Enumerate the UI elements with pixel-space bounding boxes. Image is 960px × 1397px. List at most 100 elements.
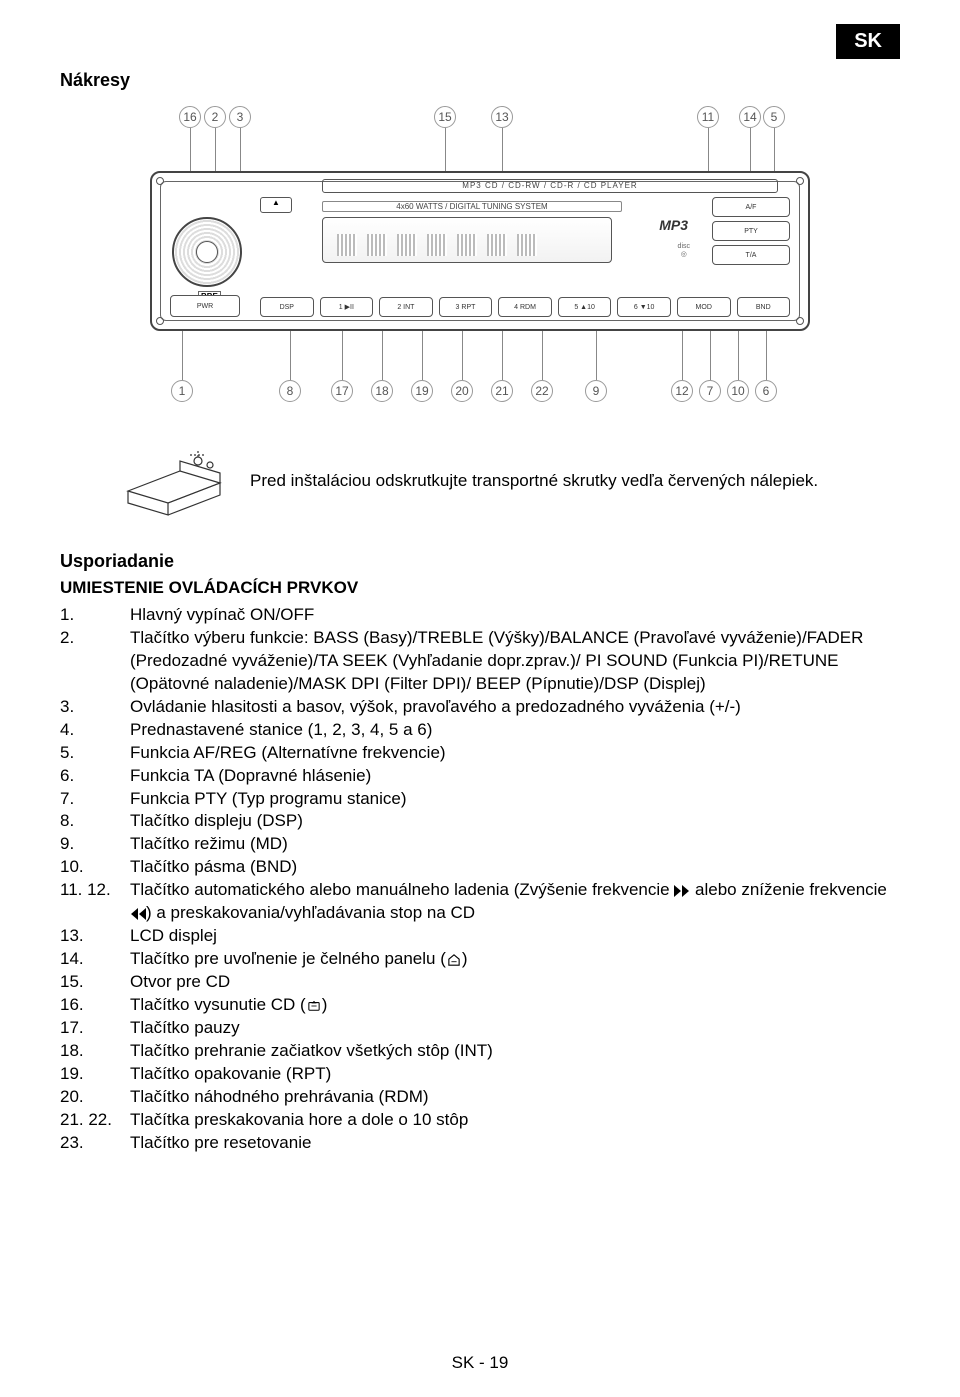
callout-10: 10	[727, 380, 749, 402]
item-text: Ovládanie hlasitosti a basov, výšok, pra…	[130, 696, 900, 719]
rewind-icon	[130, 908, 146, 920]
preset-button: BND	[737, 297, 791, 317]
item-text: Tlačítko prehranie začiatkov všetkých st…	[130, 1040, 900, 1063]
callout-2: 2	[204, 106, 226, 128]
subheading-controls: UMIESTENIE OVLÁDACÍCH PRVKOV	[60, 578, 900, 598]
item-number: 6.	[60, 765, 130, 788]
watts-strip: 4x60 WATTS / DIGITAL TUNING SYSTEM	[322, 201, 622, 212]
item-number: 17.	[60, 1017, 130, 1040]
fast-forward-icon	[674, 885, 690, 897]
callout-5: 5	[763, 106, 785, 128]
list-item: 5.Funkcia AF/REG (Alternatívne frekvenci…	[60, 742, 900, 765]
list-item: 6.Funkcia TA (Dopravné hlásenie)	[60, 765, 900, 788]
item-number: 8.	[60, 810, 130, 833]
item-number: 7.	[60, 788, 130, 811]
item-text: Tlačítko náhodného prehrávania (RDM)	[130, 1086, 900, 1109]
preset-button: 6 ▼10	[617, 297, 671, 317]
compact-disc-mark: disc◎	[678, 243, 690, 259]
eject-panel-icon	[446, 954, 462, 966]
list-item: 17.Tlačítko pauzy	[60, 1017, 900, 1040]
item-number: 5.	[60, 742, 130, 765]
preset-button: 3 RPT	[439, 297, 493, 317]
list-item: 16.Tlačítko vysunutie CD ()	[60, 994, 900, 1017]
list-item: 7.Funkcia PTY (Typ programu stanice)	[60, 788, 900, 811]
list-item: 18.Tlačítko prehranie začiatkov všetkých…	[60, 1040, 900, 1063]
list-item: 11. 12.Tlačítko automatického alebo manu…	[60, 879, 900, 925]
item-number: 3.	[60, 696, 130, 719]
callout-16: 16	[179, 106, 201, 128]
list-item: 13.LCD displej	[60, 925, 900, 948]
title-nakresy: Nákresy	[60, 70, 900, 91]
list-item: 15.Otvor pre CD	[60, 971, 900, 994]
item-number: 18.	[60, 1040, 130, 1063]
lcd-display	[322, 217, 612, 263]
callout-13: 13	[491, 106, 513, 128]
callout-7: 7	[699, 380, 721, 402]
radio-faceplate: BBE ▲ MP3 CD / CD-RW / CD-R / CD PLAYER …	[150, 171, 810, 331]
eject-slot-button: ▲	[260, 197, 292, 213]
radio-diagram: 1623151311145 BBE ▲ MP3 CD / CD-RW / CD-…	[90, 101, 870, 431]
item-number: 13.	[60, 925, 130, 948]
callout-21: 21	[491, 380, 513, 402]
list-item: 4.Prednastavené stanice (1, 2, 3, 4, 5 a…	[60, 719, 900, 742]
format-strip: MP3 CD / CD-RW / CD-R / CD PLAYER	[322, 179, 778, 193]
preset-button: DSP	[260, 297, 314, 317]
item-number: 1.	[60, 604, 130, 627]
list-item: 1.Hlavný vypínač ON/OFF	[60, 604, 900, 627]
callout-6: 6	[755, 380, 777, 402]
item-number: 23.	[60, 1132, 130, 1155]
callout-11: 11	[697, 106, 719, 128]
item-number: 4.	[60, 719, 130, 742]
item-text: Otvor pre CD	[130, 971, 900, 994]
item-text: Tlačítko displeju (DSP)	[130, 810, 900, 833]
item-text: Tlačítko pauzy	[130, 1017, 900, 1040]
chassis-drawing	[120, 441, 230, 521]
item-number: 21. 22.	[60, 1109, 130, 1132]
install-note-row: Pred inštaláciou odskrutkujte transportn…	[120, 441, 900, 521]
page: SK Nákresy 1623151311145 BBE ▲ MP3 CD / …	[0, 0, 960, 1397]
callout-20: 20	[451, 380, 473, 402]
callout-18: 18	[371, 380, 393, 402]
diagram-container: 1623151311145 BBE ▲ MP3 CD / CD-RW / CD-…	[90, 101, 870, 431]
side-button: PTY	[712, 221, 790, 241]
preset-button: 5 ▲10	[558, 297, 612, 317]
item-number: 20.	[60, 1086, 130, 1109]
list-item: 19.Tlačítko opakovanie (RPT)	[60, 1063, 900, 1086]
language-badge: SK	[836, 24, 900, 59]
list-item: 23.Tlačítko pre resetovanie	[60, 1132, 900, 1155]
item-number: 19.	[60, 1063, 130, 1086]
item-text: Hlavný vypínač ON/OFF	[130, 604, 900, 627]
install-note-text: Pred inštaláciou odskrutkujte transportn…	[250, 471, 818, 491]
item-number: 9.	[60, 833, 130, 856]
side-button: A/F	[712, 197, 790, 217]
item-number: 11. 12.	[60, 879, 130, 925]
item-text: Funkcia AF/REG (Alternatívne frekvencie)	[130, 742, 900, 765]
item-number: 15.	[60, 971, 130, 994]
volume-knob	[172, 217, 242, 287]
item-text: Tlačítko režimu (MD)	[130, 833, 900, 856]
page-footer: SK - 19	[0, 1353, 960, 1373]
callout-22: 22	[531, 380, 553, 402]
preset-button: 1 ▶II	[320, 297, 374, 317]
item-text: Funkcia PTY (Typ programu stanice)	[130, 788, 900, 811]
item-text: Tlačítko opakovanie (RPT)	[130, 1063, 900, 1086]
item-text: Tlačítko pásma (BND)	[130, 856, 900, 879]
item-number: 14.	[60, 948, 130, 971]
callout-15: 15	[434, 106, 456, 128]
section-usporiadanie: Usporiadanie	[60, 551, 900, 572]
item-text: Tlačítko automatického alebo manuálneho …	[130, 879, 900, 925]
callout-1: 1	[171, 380, 193, 402]
mp3-logo: MP3	[659, 217, 688, 233]
item-text: Tlačítka preskakovania hore a dole o 10 …	[130, 1109, 900, 1132]
callout-3: 3	[229, 106, 251, 128]
item-text: Funkcia TA (Dopravné hlásenie)	[130, 765, 900, 788]
list-item: 20.Tlačítko náhodného prehrávania (RDM)	[60, 1086, 900, 1109]
list-item: 9.Tlačítko režimu (MD)	[60, 833, 900, 856]
item-text: Tlačítko vysunutie CD ()	[130, 994, 900, 1017]
item-text: Tlačítko pre resetovanie	[130, 1132, 900, 1155]
side-button-column: A/FPTYT/A	[712, 197, 790, 269]
pwr-button: PWR	[170, 295, 240, 317]
list-item: 10.Tlačítko pásma (BND)	[60, 856, 900, 879]
callout-9: 9	[585, 380, 607, 402]
list-item: 3.Ovládanie hlasitosti a basov, výšok, p…	[60, 696, 900, 719]
